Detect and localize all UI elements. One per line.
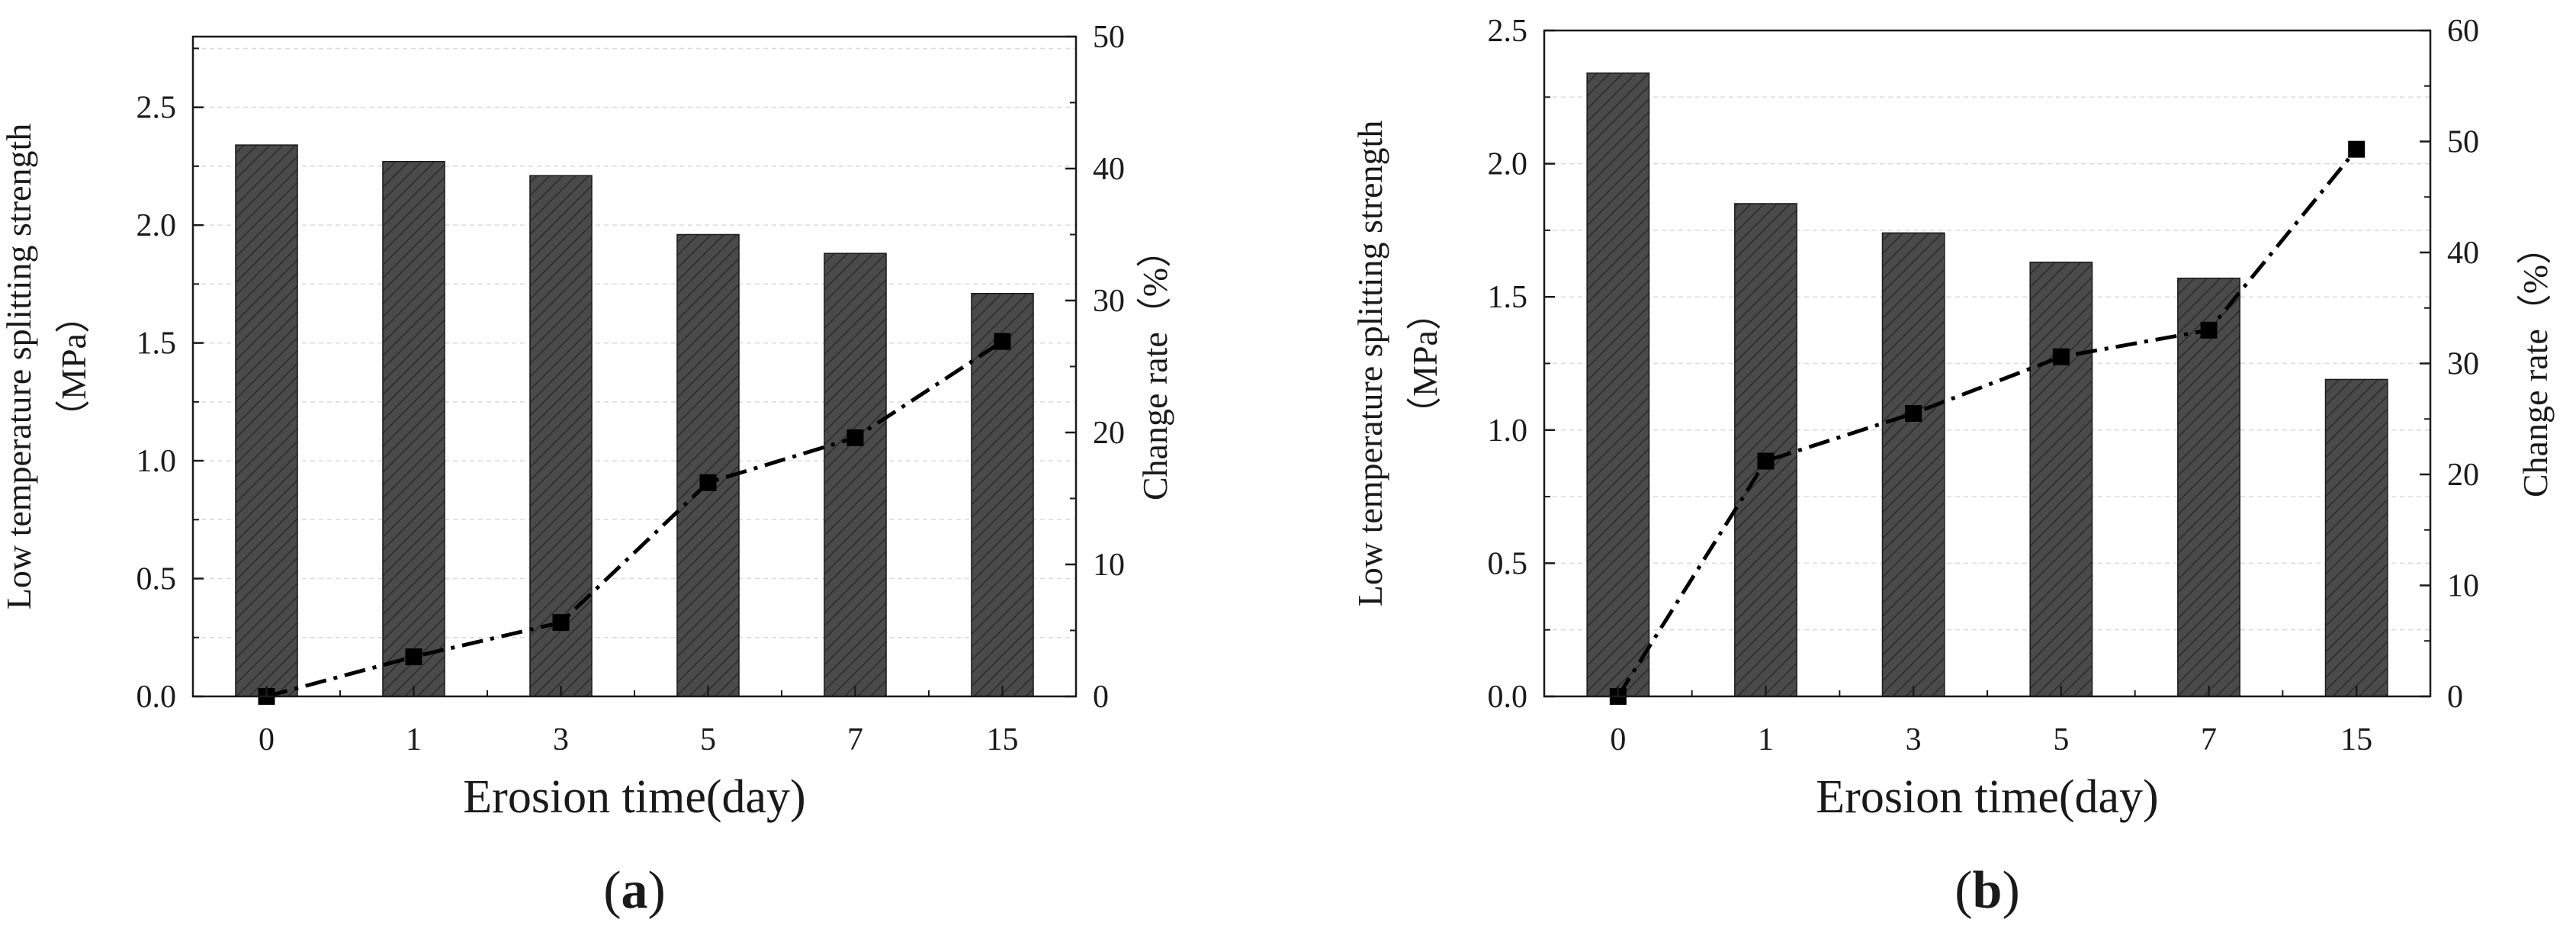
y2-tick-label: 10 [1093,548,1125,583]
y-tick-label: 2.5 [137,91,177,126]
bar-3 [529,175,593,697]
panel-letter: a [622,861,648,920]
y-axis-unit: （MPa） [1405,295,1444,432]
x-tick-label: 15 [2340,722,2372,757]
y-tick-label: 0.0 [1488,680,1528,715]
y-axis-unit: （MPa） [54,298,93,435]
y2-tick-label: 10 [2447,569,2479,604]
y2-tick-label: 40 [2447,236,2479,271]
y-tick-label: 1.5 [137,326,177,362]
y-tick-label: 1.0 [137,444,177,479]
y-tick-label: 2.5 [1488,14,1528,49]
plot-frame [1543,29,2432,698]
panel-label: (b) [1954,861,2020,920]
x-tick-label: 1 [406,722,422,757]
y2-tick-label: 30 [2447,347,2479,382]
plot-frame [191,35,1078,698]
change-rate-line [265,339,1004,699]
x-tick-label: 0 [259,722,275,757]
y-axis-title: Low temperature splitting strength [1351,121,1389,606]
change-rate-point-5 [699,474,717,491]
y2-tick-label: 30 [1093,284,1125,319]
y2-axis-title: Change rate（%） [1135,233,1174,500]
y2-tick-label: 50 [1093,20,1125,55]
x-tick-label: 15 [987,722,1019,757]
x-tick-label: 7 [2201,722,2217,757]
bar-15 [971,292,1034,697]
x-tick-label: 3 [1906,722,1922,757]
change-rate-point-7 [846,429,864,446]
y-tick-label: 1.0 [1488,413,1528,448]
y-tick-label: 0.5 [137,562,177,597]
change-rate-point-1 [1757,452,1775,470]
y2-tick-label: 60 [2447,14,2479,49]
bar-7 [2177,278,2240,697]
x-tick-label: 7 [847,722,863,757]
x-tick-label: 1 [1758,722,1774,757]
change-rate-point-15 [994,333,1011,350]
panel-label: (a) [603,861,666,920]
chart-panel-b: 0.0 0.5 1.0 1.5 2.0 2.5 0 10 20 30 40 50 60 0 1 3 5 7 15 Er… [1351,14,2555,920]
bar-3 [1881,232,1945,697]
y-tick-label: 2.0 [1488,147,1528,182]
y-tick-label: 2.0 [137,208,177,243]
y2-tick-label: 0 [2447,680,2463,715]
bar-7 [824,252,887,697]
bar-5 [2029,262,2093,697]
bar-1 [382,160,445,697]
x-axis-title: Erosion time(day) [1816,771,2158,823]
x-tick-label: 0 [1610,722,1626,757]
x-tick-label: 3 [553,722,569,757]
change-rate-point-3 [552,614,570,632]
bar-0 [1586,72,1650,697]
bar-0 [235,144,298,697]
y2-tick-label: 20 [2447,458,2479,493]
y2-axis-title: Change rate（%） [2516,230,2555,497]
bar-15 [2324,378,2388,697]
y-axis-title: Low temperature splitting strength [0,124,38,609]
y-tick-label: 0.0 [137,680,177,715]
panel-letter: b [1973,861,2003,920]
x-axis-title: Erosion time(day) [463,771,805,823]
y2-tick-label: 40 [1093,152,1125,187]
chart-panel-a: 0.0 0.5 1.0 1.5 2.0 2.5 0 10 20 30 40 50 0 1 3 5 7 15 Eros… [0,20,1174,920]
change-rate-point-7 [2200,321,2218,339]
change-rate-point-1 [405,648,422,666]
change-rate-point-15 [2348,140,2366,158]
bar-5 [676,233,740,697]
y-tick-label: 1.5 [1488,280,1528,315]
x-tick-label: 5 [2053,722,2069,757]
y2-tick-label: 50 [2447,125,2479,160]
x-tick-label: 5 [700,722,716,757]
change-rate-line [1616,148,2359,698]
y2-tick-label: 0 [1093,680,1109,715]
y2-tick-label: 20 [1093,416,1125,451]
change-rate-point-3 [1905,404,1922,422]
change-rate-point-5 [2052,348,2070,365]
bar-1 [1734,203,1797,697]
y-tick-label: 0.5 [1488,546,1528,581]
